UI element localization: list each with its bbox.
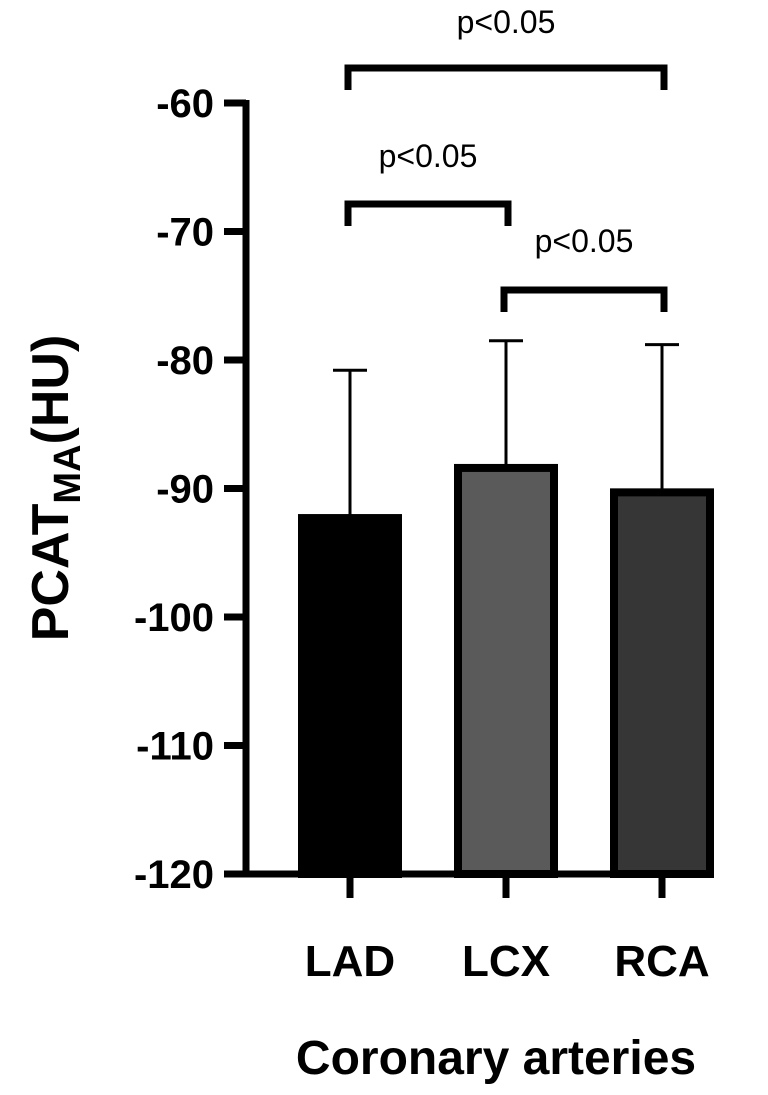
y-tick-label: -120: [134, 853, 214, 897]
x-tick-label-rca: RCA: [614, 937, 709, 986]
y-axis-title-suffix: (HU): [22, 335, 80, 445]
y-tick-label: -70: [156, 211, 214, 255]
y-tick-label: -60: [156, 82, 214, 126]
y-tick-label: -80: [156, 339, 214, 383]
x-axis: LAD LCX RCA: [243, 870, 714, 986]
sig-label-lad-lcx: p<0.05: [379, 138, 478, 174]
sig-bracket-lad-lcx: [344, 200, 512, 226]
sig-bracket-lcx-rca: [500, 286, 668, 312]
bars: [298, 339, 714, 878]
sig-bracket-lad-rca: [344, 64, 668, 90]
x-axis-title: Coronary arteries: [296, 1032, 696, 1085]
y-tick-label: -110: [136, 725, 214, 769]
bar-rca: [610, 488, 714, 878]
y-axis-title: PCATMA(HU): [22, 335, 89, 642]
sig-label-lcx-rca: p<0.05: [535, 223, 634, 259]
y-tick-label: -100: [134, 596, 214, 640]
sig-label-lad-rca: p<0.05: [457, 4, 556, 40]
significance-brackets: p<0.05 p<0.05 p<0.05: [344, 4, 668, 312]
x-tick-label-lcx: LCX: [462, 937, 550, 986]
y-tick-label: -90: [156, 468, 214, 512]
bar-lad: [298, 514, 402, 878]
x-tick-label-lad: LAD: [305, 937, 395, 986]
bar-lcx: [454, 463, 558, 878]
y-axis-title-main: PCAT: [22, 503, 80, 641]
y-axis-title-subscript: MA: [47, 444, 89, 503]
y-axis: -60 -70 -80 -90 -100 -110 -120: [134, 82, 250, 897]
